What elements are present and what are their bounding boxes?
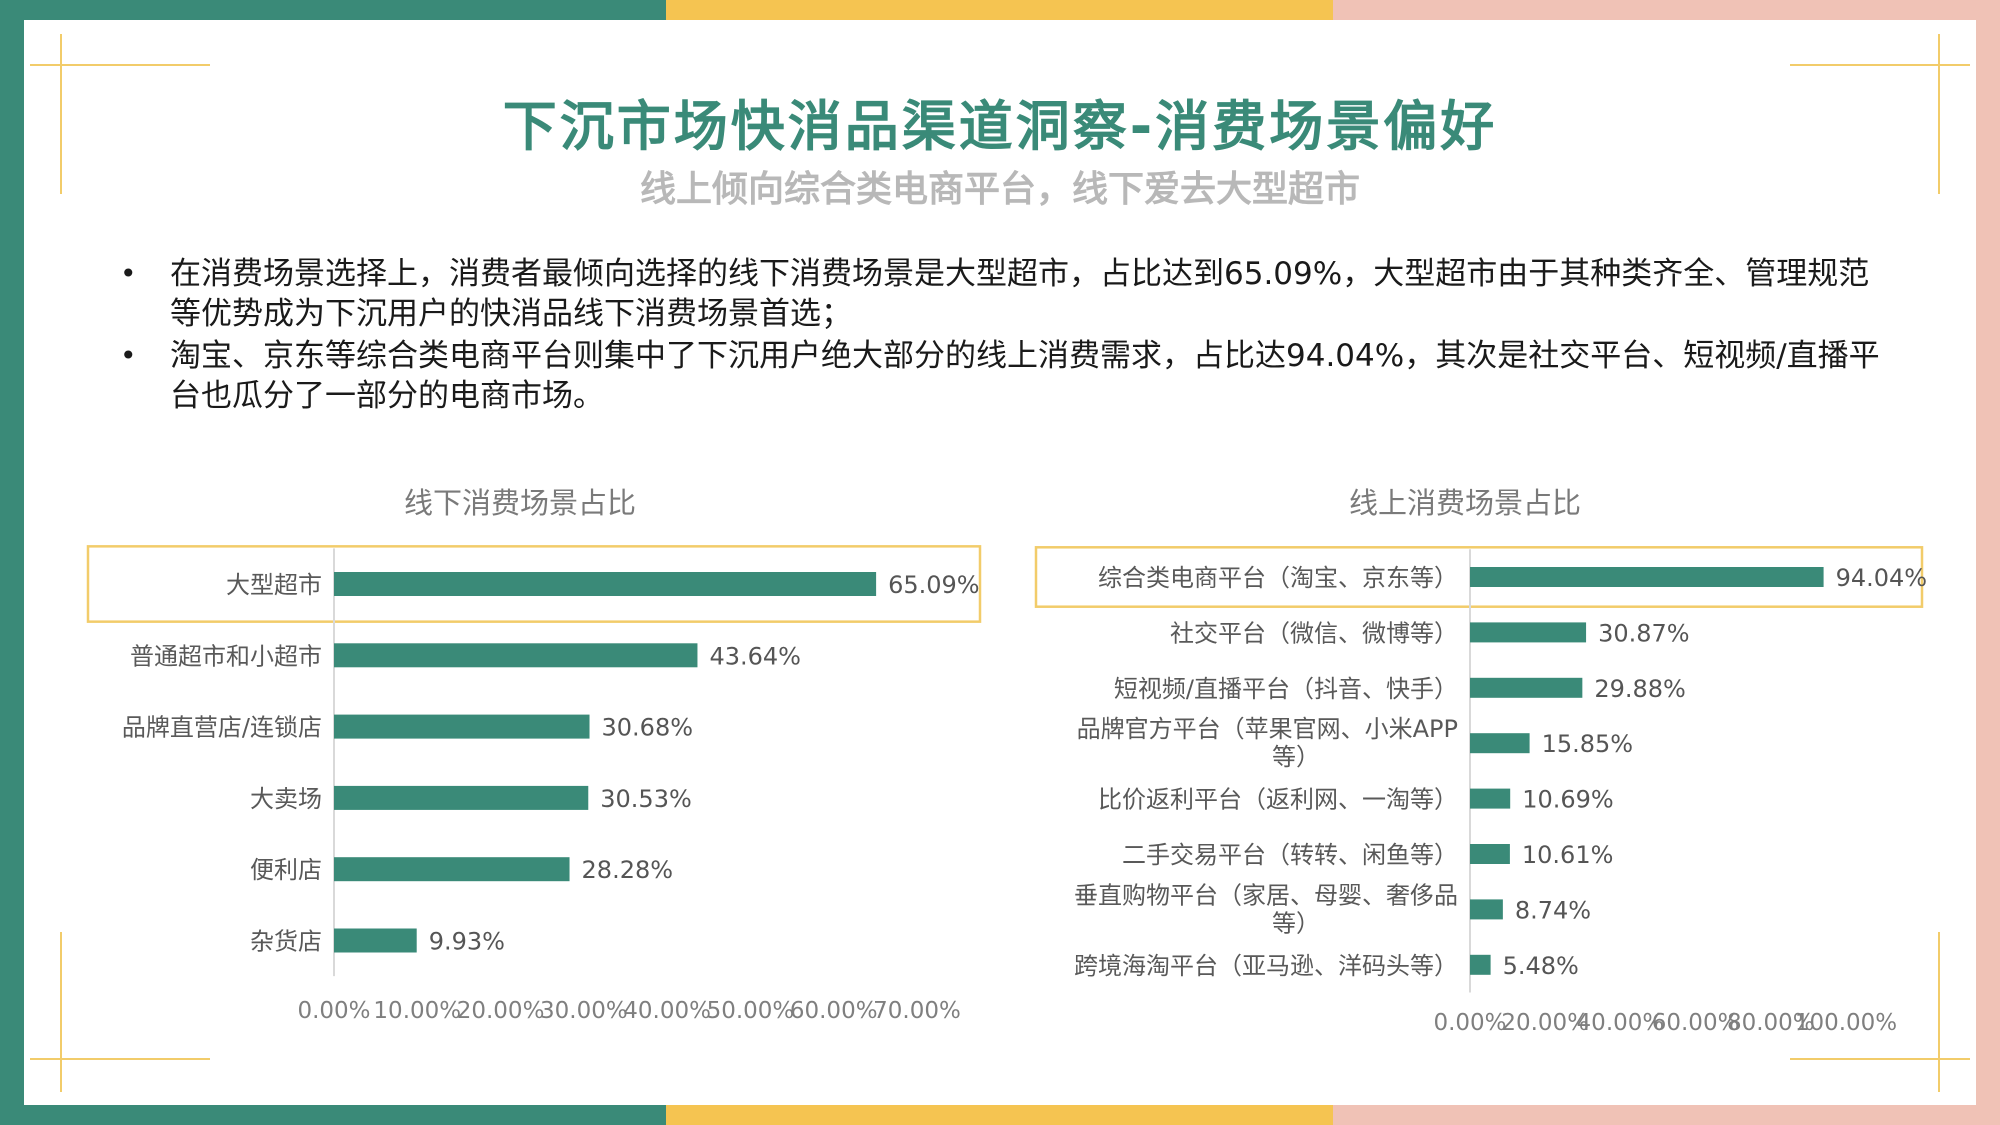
- category-label-line: 品牌官方平台（苹果官网、小米APP: [1077, 715, 1458, 743]
- page-title: 下沉市场快消品渠道洞察-消费场景偏好: [502, 95, 1498, 158]
- bottom-band-green: [0, 1105, 666, 1125]
- category-label: 垂直购物平台（家居、母婴、奢侈品等）: [1074, 881, 1458, 937]
- category-label: 品牌官方平台（苹果官网、小米APP 等）: [1077, 715, 1458, 771]
- category-label-line: 等）: [1272, 743, 1320, 771]
- category-label: 短视频/直播平台（抖音、快手）: [1114, 675, 1458, 703]
- data-label: 29.88%: [1594, 675, 1686, 703]
- page-subtitle: 线上倾向综合类电商平台，线下爱去大型超市: [639, 169, 1360, 210]
- offline-bar-chart: 65.09% 大型超市 43.64% 普通超市和小超市 30.68% 品牌直营店/连锁店 3…: [86, 545, 982, 1024]
- tick-label: 70.00%: [873, 998, 961, 1024]
- corner-line: [30, 64, 210, 66]
- category-label: 二手交易平台（转转、闲鱼等）: [1122, 841, 1458, 869]
- corner-line: [1790, 1058, 1970, 1060]
- bullet-dot: •: [120, 339, 137, 372]
- category-label: 综合类电商平台（淘宝、京东等）: [1098, 564, 1458, 592]
- bullet-item: • 淘宝、京东等综合类电商平台则集中了下沉用户绝大部分的线上消费需求，占比达94…: [120, 336, 1900, 416]
- tick-label: 30.00%: [540, 998, 628, 1024]
- data-label: 5.48%: [1503, 952, 1579, 980]
- chart-title-online: 线上消费场景占比: [1348, 486, 1581, 520]
- tick-label: 0.00%: [1433, 1010, 1506, 1036]
- bar: [334, 643, 698, 668]
- top-band-pink: [1333, 0, 2000, 20]
- category-label-line: 垂直购物平台（家居、母婴、奢侈品: [1074, 881, 1458, 909]
- category-label: 品牌直营店/连锁店: [122, 714, 322, 742]
- bullet-list: • 在消费场景选择上，消费者最倾向选择的线下消费场景是大型超市，占比达到65.0…: [120, 254, 1900, 416]
- bar: [334, 928, 417, 953]
- data-label: 30.53%: [600, 785, 692, 813]
- tick-label: 40.00%: [1577, 1010, 1665, 1036]
- corner-line: [1938, 34, 1940, 194]
- right-band-pink: [1976, 0, 2000, 1125]
- data-label: 65.09%: [888, 571, 980, 599]
- bullet-item: • 在消费场景选择上，消费者最倾向选择的线下消费场景是大型超市，占比达到65.0…: [120, 254, 1900, 334]
- bar: [1470, 954, 1491, 975]
- left-band-green: [0, 0, 24, 1125]
- tick-label: 60.00%: [1652, 1010, 1740, 1036]
- bottom-band-pink: [1333, 1105, 2000, 1125]
- bar: [334, 785, 589, 810]
- top-band-yellow: [666, 0, 1333, 20]
- category-label: 大型超市: [226, 571, 322, 599]
- tick-label: 100.00%: [1795, 1010, 1897, 1036]
- tick-label: 50.00%: [707, 998, 795, 1024]
- bar: [334, 572, 877, 596]
- tick-label: 20.00%: [1501, 1010, 1589, 1036]
- tick-label: 10.00%: [373, 998, 461, 1024]
- data-label: 94.04%: [1836, 564, 1928, 592]
- category-label: 普通超市和小超市: [130, 642, 322, 670]
- data-label: 15.85%: [1542, 730, 1634, 758]
- top-band-green: [0, 0, 666, 20]
- bar: [1470, 567, 1824, 587]
- data-label: 10.69%: [1522, 786, 1614, 814]
- corner-line: [60, 34, 62, 194]
- data-label: 30.87%: [1598, 619, 1690, 647]
- category-label: 便利店: [250, 856, 322, 884]
- data-label: 43.64%: [709, 642, 801, 670]
- tick-label: 0.00%: [297, 998, 370, 1024]
- tick-label: 20.00%: [457, 998, 545, 1024]
- category-label: 社交平台（微信、微博等）: [1170, 619, 1458, 647]
- data-label: 8.74%: [1515, 896, 1591, 924]
- corner-line: [1938, 932, 1940, 1092]
- tick-label: 80.00%: [1727, 1010, 1815, 1036]
- bar: [334, 714, 590, 739]
- bar: [1470, 899, 1503, 920]
- bullet-text: 在消费场景选择上，消费者最倾向选择的线下消费场景是大型超市，占比达到65.09%…: [170, 256, 1870, 332]
- category-label: 杂货店: [250, 928, 322, 956]
- highlight-box: [1034, 546, 1924, 608]
- category-label: 跨境海淘平台（亚马逊、洋码头等）: [1074, 952, 1458, 980]
- corner-line: [1790, 64, 1970, 66]
- tick-label: 40.00%: [623, 998, 711, 1024]
- bar: [1470, 622, 1587, 643]
- category-label: 比价返利平台（返利网、一淘等）: [1098, 786, 1458, 814]
- highlight-box: [86, 545, 982, 623]
- bar: [334, 857, 570, 882]
- bar: [1470, 733, 1530, 754]
- tick-label: 60.00%: [790, 998, 878, 1024]
- data-label: 28.28%: [582, 856, 674, 884]
- bottom-band-yellow: [666, 1105, 1333, 1125]
- chart-title-offline: 线下消费场景占比: [403, 486, 636, 520]
- category-label-line: 等）: [1272, 909, 1320, 937]
- bullet-text: 淘宝、京东等综合类电商平台则集中了下沉用户绝大部分的线上消费需求，占比达94.0…: [170, 338, 1880, 414]
- corner-line: [60, 932, 62, 1092]
- data-label: 30.68%: [602, 714, 694, 742]
- data-label: 9.93%: [429, 928, 505, 956]
- corner-line: [30, 1058, 210, 1060]
- bar: [1470, 844, 1510, 864]
- bullet-dot: •: [120, 257, 137, 290]
- category-label: 大卖场: [250, 785, 322, 813]
- bar: [1470, 788, 1511, 809]
- online-bar-chart: 94.04% 综合类电商平台（淘宝、京东等） 30.87% 社交平台（微信、微博等） 2…: [1034, 546, 1928, 1036]
- data-label: 10.61%: [1522, 841, 1614, 869]
- bar: [1470, 677, 1583, 698]
